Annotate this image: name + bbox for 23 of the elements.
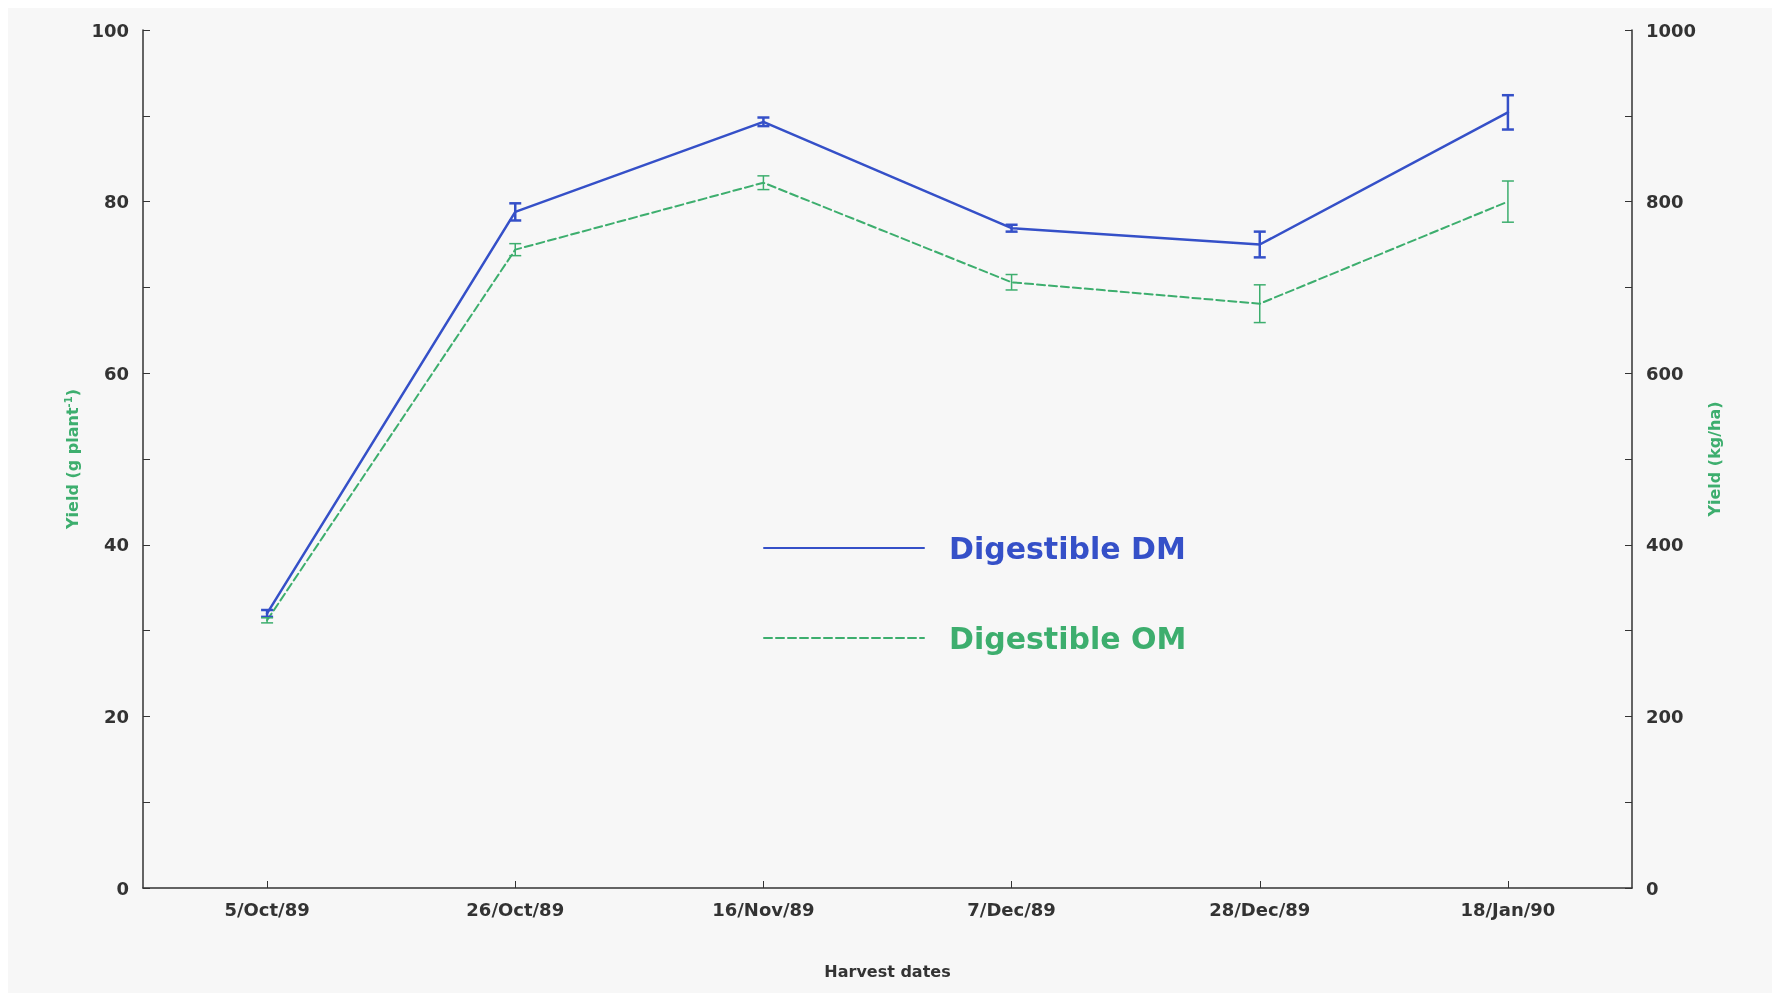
y2-tick-label: 600 bbox=[1646, 362, 1684, 384]
x-tick-label: 26/Oct/89 bbox=[466, 898, 565, 920]
y2-tick-label: 200 bbox=[1646, 705, 1684, 727]
y2-axis-title: Yield (kg/ha) bbox=[1705, 401, 1725, 518]
x-tick-label: 28/Dec/89 bbox=[1209, 898, 1311, 920]
y2-tick-label: 400 bbox=[1646, 534, 1684, 556]
x-tick-label: 7/Dec/89 bbox=[967, 898, 1056, 920]
y-tick-label: 40 bbox=[103, 534, 129, 556]
y2-tick-label: 0 bbox=[1646, 877, 1659, 899]
y-tick-label: 100 bbox=[91, 19, 129, 41]
y-tick-label: 80 bbox=[103, 191, 129, 213]
y-tick-label: 60 bbox=[103, 362, 129, 384]
x-axis-title: Harvest dates bbox=[824, 961, 951, 981]
y-tick-label: 0 bbox=[116, 877, 129, 899]
x-tick-label: 5/Oct/89 bbox=[224, 898, 310, 920]
y2-tick-label: 800 bbox=[1646, 191, 1684, 213]
y-axis-title: Yield (g plant-1) bbox=[62, 389, 82, 530]
y2-tick-label: 1000 bbox=[1646, 19, 1697, 41]
text: Digestible DM bbox=[949, 530, 1186, 566]
text: Digestible OM bbox=[949, 620, 1187, 656]
x-tick-label: 16/Nov/89 bbox=[712, 898, 815, 920]
y-tick-label: 20 bbox=[103, 705, 129, 727]
x-tick-label: 18/Jan/90 bbox=[1460, 898, 1556, 920]
